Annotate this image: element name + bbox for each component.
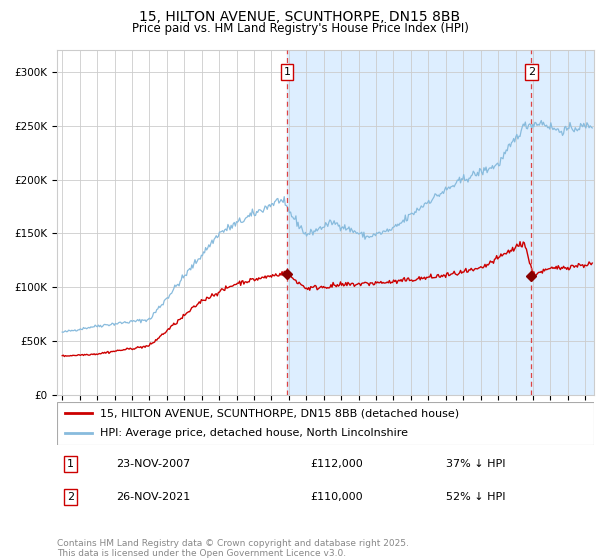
- Text: 2: 2: [67, 492, 74, 502]
- Text: 37% ↓ HPI: 37% ↓ HPI: [446, 459, 506, 469]
- Text: 2: 2: [527, 67, 535, 77]
- Bar: [287, 50, 600, 395]
- Text: £110,000: £110,000: [310, 492, 362, 502]
- Text: 23-NOV-2007: 23-NOV-2007: [116, 459, 191, 469]
- Text: Contains HM Land Registry data © Crown copyright and database right 2025.
This d: Contains HM Land Registry data © Crown c…: [57, 539, 409, 558]
- Text: 15, HILTON AVENUE, SCUNTHORPE, DN15 8BB: 15, HILTON AVENUE, SCUNTHORPE, DN15 8BB: [139, 10, 461, 24]
- Text: 26-NOV-2021: 26-NOV-2021: [116, 492, 191, 502]
- Text: 1: 1: [67, 459, 74, 469]
- Text: 52% ↓ HPI: 52% ↓ HPI: [446, 492, 506, 502]
- Text: 1: 1: [284, 67, 290, 77]
- Text: £112,000: £112,000: [310, 459, 362, 469]
- Text: 15, HILTON AVENUE, SCUNTHORPE, DN15 8BB (detached house): 15, HILTON AVENUE, SCUNTHORPE, DN15 8BB …: [100, 408, 459, 418]
- Text: HPI: Average price, detached house, North Lincolnshire: HPI: Average price, detached house, Nort…: [100, 428, 408, 438]
- Text: Price paid vs. HM Land Registry's House Price Index (HPI): Price paid vs. HM Land Registry's House …: [131, 22, 469, 35]
